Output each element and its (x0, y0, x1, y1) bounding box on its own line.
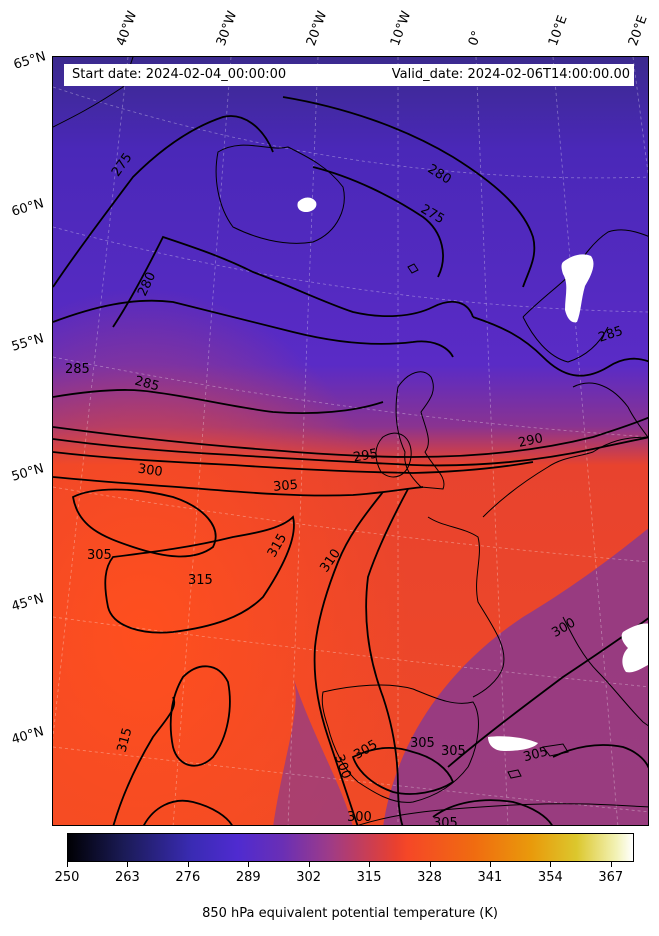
colorbar-tick (610, 862, 612, 867)
contour-lines (53, 96, 648, 825)
contour-label-300d: 300 (347, 810, 372, 825)
lat-label-50n: 50°N (9, 461, 46, 485)
greenland-coast (53, 57, 134, 128)
contour-310 (313, 491, 384, 825)
contour-label-305d: 305 (410, 736, 435, 751)
lon-label-20w: 20°W (303, 9, 331, 48)
contour-label-315c: 315 (115, 726, 136, 754)
contour-315-south (112, 696, 176, 825)
med-islands-coast (507, 743, 569, 779)
contour-315-core (169, 665, 231, 767)
colorbar-tick (429, 862, 431, 867)
contour-305-north (53, 476, 424, 497)
colorbar-tick-label: 289 (235, 870, 261, 885)
norway-coast (522, 229, 648, 363)
contour-305-med (432, 799, 553, 825)
map-panel: 275 275 280 280 285 285 285 290 295 300 … (52, 56, 649, 826)
colorbar-tick-label: 276 (175, 870, 201, 885)
colorbar (67, 833, 634, 862)
colorbar-tick-label: 315 (356, 870, 382, 885)
scotland-coast (395, 371, 445, 490)
lat-label-55n: 55°N (9, 331, 46, 355)
contour-280-west (112, 235, 474, 328)
contour-label-290: 290 (517, 431, 544, 451)
lat-label-65n: 65°N (11, 49, 48, 73)
lon-label-30w: 30°W (213, 9, 241, 48)
contour-label-305f: 305 (522, 744, 550, 765)
colorbar-tick (550, 862, 552, 867)
contour-label-285b: 285 (133, 374, 161, 395)
colorbar-label: 850 hPa equivalent potential temperature… (202, 906, 498, 921)
contour-285-east (472, 316, 648, 377)
contour-290 (53, 416, 648, 458)
faroe-coast (407, 263, 419, 274)
colorbar-tick-label: 250 (54, 870, 80, 885)
contour-280-north (282, 96, 536, 288)
theta-e-map: 275 275 280 280 285 285 285 290 295 300 … (53, 57, 648, 826)
contour-305-south (143, 799, 233, 825)
coastlines (53, 57, 648, 825)
north-sea-continent-coast (482, 436, 648, 518)
contour-305-loop (72, 488, 217, 558)
masked-patches (133, 68, 648, 751)
map-header: Start date: 2024-02-04_00:00:00 Valid_da… (64, 64, 634, 86)
contour-275-west (53, 115, 274, 288)
colorbar-tick-label: 328 (417, 870, 442, 885)
lat-label-45n: 45°N (9, 591, 46, 615)
lon-label-40w: 40°W (113, 9, 141, 48)
colorbar-tick-label: 367 (598, 870, 624, 885)
colorbar-tick (67, 862, 68, 867)
contour-label-295: 295 (352, 447, 379, 466)
contour-label-315b: 315 (188, 573, 213, 588)
contour-295 (53, 436, 648, 467)
colorbar-tick (187, 862, 189, 867)
contour-label-300a: 300 (137, 462, 164, 480)
ireland-coast (375, 432, 412, 478)
contour-label-305b: 305 (87, 548, 112, 563)
france-coast (427, 516, 505, 698)
colorbar-tick-label: 354 (537, 870, 563, 885)
colorbar-tick (127, 862, 129, 867)
start-date-text: Start date: 2024-02-04_00:00:00 (72, 67, 287, 82)
contour-300-north (53, 451, 534, 474)
cool-tongue-shading (383, 528, 648, 825)
colorbar-tick-label: 341 (477, 870, 503, 885)
africa-coast (357, 803, 648, 825)
contour-285-west (53, 299, 454, 358)
contour-label-305a: 305 (273, 478, 299, 495)
colorbar-tick (308, 862, 310, 867)
colorbar-tick-label: 263 (114, 870, 140, 885)
scandes-mask (561, 254, 594, 323)
contour-305-east (552, 744, 648, 769)
contour-label-305g: 305 (433, 816, 458, 826)
colorbar-tick (489, 862, 491, 867)
colorbar-tick (369, 862, 371, 867)
contour-label-285c: 285 (597, 324, 625, 346)
lat-label-40n: 40°N (9, 724, 46, 748)
iceland-coast (215, 144, 345, 244)
italy-coast (562, 616, 648, 727)
alps-mask (621, 623, 648, 673)
contour-label-305e: 305 (441, 744, 466, 759)
contour-300-east (365, 488, 409, 825)
lat-label-60n: 60°N (9, 196, 46, 220)
cool-pocket-shading (273, 677, 353, 825)
lon-label-10e: 10°E (545, 13, 571, 49)
contour-315-west (104, 515, 295, 634)
valid-date-text: Valid_date: 2024-02-06T14:00:00.00 (391, 67, 630, 82)
contour-label-285a: 285 (65, 362, 90, 377)
colorbar-tick (248, 862, 250, 867)
contour-275-east (312, 166, 444, 278)
contour-285-mid (53, 389, 384, 414)
lon-label-20e: 20°E (625, 13, 651, 49)
lon-label-0: 0° (465, 28, 486, 48)
atlas-mask (488, 736, 538, 751)
iceland-glacier-mask (297, 197, 317, 212)
colorbar-tick-label: 302 (296, 870, 322, 885)
lon-label-10w: 10°W (387, 9, 415, 48)
contour-305-iberia (351, 746, 455, 795)
baltic-coast (572, 382, 648, 439)
